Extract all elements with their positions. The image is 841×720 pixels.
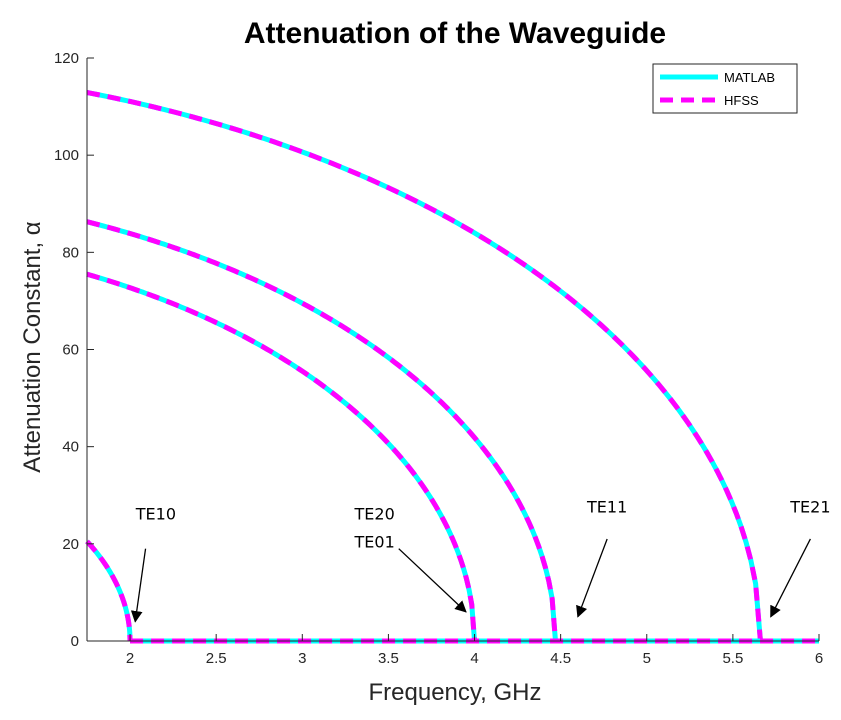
- chart-title: Attenuation of the Waveguide: [244, 17, 666, 50]
- plot-curves: [85, 90, 819, 644]
- y-tick-label: 0: [71, 633, 79, 650]
- y-tick-label: 20: [62, 536, 79, 553]
- curve-hfss-te21: [86, 90, 763, 642]
- y-tick-label: 80: [62, 244, 79, 261]
- mode-annotations: TE10 TE20 TE01 TE11 TE21: [130, 497, 831, 623]
- x-tick-label: 3.5: [378, 650, 399, 667]
- y-tick-label: 60: [62, 342, 79, 359]
- annotation-arrow: [398, 548, 467, 613]
- curve-hfss-te11: [86, 219, 558, 642]
- annotation-arrow: [770, 538, 811, 618]
- annotation-arrow: [576, 538, 608, 618]
- legend-label-matlab: MATLAB: [724, 70, 775, 85]
- curve-matlab-te20-te01: [86, 271, 478, 642]
- curve-hfss-te10: [85, 539, 133, 642]
- y-tick-label: 120: [54, 50, 79, 67]
- curve-matlab-te10: [85, 539, 133, 642]
- y-tick-label: 100: [54, 147, 79, 164]
- x-tick-label: 2: [126, 650, 134, 667]
- y-tick-label: 40: [62, 439, 79, 456]
- legend-label-hfss: HFSS: [724, 93, 759, 108]
- x-tick-label: 3: [298, 650, 306, 667]
- x-tick-label: 4: [470, 650, 478, 667]
- legend: MATLAB HFSS: [652, 63, 798, 114]
- x-tick-label: 5.5: [722, 650, 743, 667]
- x-tick-label: 5: [643, 650, 651, 667]
- annotation-label: TE10: [135, 505, 176, 524]
- annotation-label: TE21: [789, 497, 830, 516]
- annotation-arrow: [130, 548, 147, 623]
- annotation-label: TE11: [586, 497, 627, 516]
- curve-hfss-te20-te01: [86, 271, 478, 642]
- annotation-label: TE01: [354, 533, 395, 552]
- x-tick-label: 4.5: [550, 650, 571, 667]
- annotation-label: TE20: [354, 505, 395, 524]
- y-axis-label: Attenuation Constant, α: [19, 221, 46, 472]
- curve-matlab-te21: [86, 90, 763, 642]
- legend-box: [652, 63, 798, 114]
- curve-matlab-te11: [86, 219, 558, 642]
- x-tick-label: 2.5: [206, 650, 227, 667]
- x-tick-label: 6: [815, 650, 823, 667]
- x-axis-label: Frequency, GHz: [369, 679, 542, 706]
